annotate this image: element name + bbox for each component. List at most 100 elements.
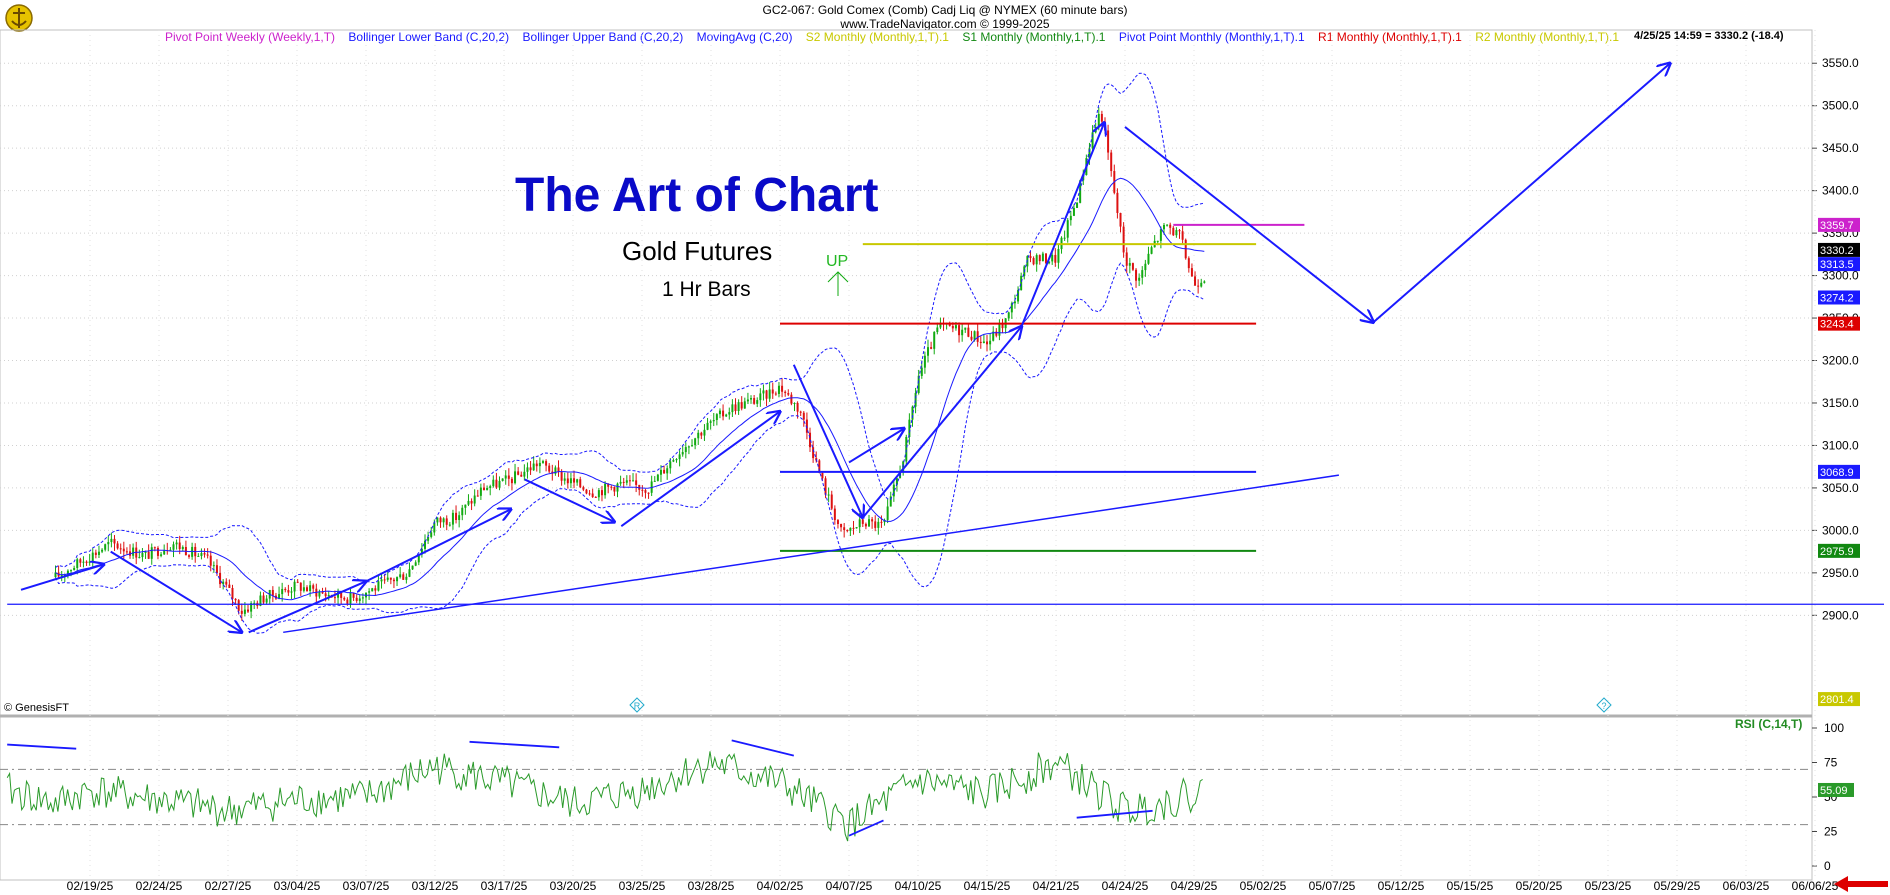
price-bar-body: [964, 327, 967, 330]
signal-label: ?: [1601, 701, 1606, 711]
signal-diamond: [1596, 697, 1612, 713]
price-bar-body: [706, 422, 709, 430]
price-tag-label: 3068.9: [1820, 467, 1854, 479]
rsi-pane: [0, 714, 1813, 881]
price-bar-body: [436, 517, 439, 523]
price-bar-body: [889, 496, 892, 507]
price-bar-body: [582, 487, 585, 490]
price-bar-body: [737, 402, 740, 412]
rsi-tick-label: 75: [1824, 756, 1838, 770]
price-bar-body: [731, 404, 734, 413]
price-bar-body: [995, 331, 998, 336]
price-bar-body: [240, 610, 243, 614]
price-bar-body: [740, 402, 743, 409]
date-tick-label: 04/02/25: [757, 879, 804, 893]
price-bar-body: [1175, 230, 1178, 236]
price-bar-body: [259, 595, 262, 606]
price-bar-body: [793, 403, 796, 405]
price-bar-body: [172, 544, 175, 550]
price-bar-body: [1048, 261, 1051, 264]
price-bar-body: [101, 549, 104, 552]
price-bar-body: [750, 398, 753, 400]
price-bar-body: [1032, 258, 1035, 265]
price-bar-body: [1088, 148, 1091, 159]
bollinger-lower-band: [55, 262, 1205, 634]
price-bar-body: [1190, 268, 1193, 277]
price-bar-body: [417, 554, 420, 563]
price-bar-body: [641, 489, 644, 491]
price-bar-body: [632, 480, 635, 482]
trend-arrow: [365, 509, 511, 583]
price-bar-body: [821, 472, 824, 479]
price-bar-body: [840, 523, 843, 528]
price-bar-body: [219, 572, 222, 585]
price-bar-body: [576, 479, 579, 483]
chart-header-title: GC2-067: Gold Comex (Comb) Cadj Liq @ NY…: [762, 3, 1128, 17]
date-tick-label: 03/07/25: [343, 879, 390, 893]
price-tag-label: 3359.7: [1820, 220, 1854, 232]
scroll-arrow-icon: [1834, 876, 1888, 892]
price-bar-body: [250, 603, 253, 612]
price-tag-label: 2801.4: [1820, 694, 1854, 706]
legend-item: Bollinger Lower Band (C,20,2): [348, 30, 510, 44]
trend-arrow: [1124, 126, 1373, 322]
price-bar-body: [790, 394, 793, 404]
price-bar-body: [933, 332, 936, 349]
legend-item: S1 Monthly (Monthly,1,T).1: [962, 30, 1106, 44]
price-bar-body: [545, 461, 548, 466]
price-bar-body: [262, 595, 265, 603]
price-bar-body: [768, 389, 771, 399]
date-tick-label: 05/29/25: [1654, 879, 1701, 893]
date-tick-label: 06/03/25: [1723, 879, 1770, 893]
price-bar-body: [175, 542, 178, 545]
price-bar-body: [349, 592, 352, 604]
price-bar-body: [1135, 269, 1138, 281]
price-bar-body: [818, 460, 821, 473]
price-bar-body: [535, 463, 538, 467]
price-bar-body: [1178, 230, 1181, 232]
price-bar-body: [566, 478, 569, 484]
price-bar-body: [868, 519, 871, 527]
price-pane: [0, 29, 1813, 716]
price-bar-body: [309, 585, 312, 592]
price-bar-body: [700, 432, 703, 436]
price-bar-body: [812, 447, 815, 459]
price-bar-body: [442, 518, 445, 523]
price-bar-body: [1107, 130, 1110, 153]
price-bar-body: [498, 480, 501, 488]
price-bar-body: [765, 390, 768, 399]
price-tick-label: 3000.0: [1822, 523, 1859, 537]
price-bar-body: [104, 544, 107, 550]
price-bar-body: [855, 527, 858, 529]
price-bar-body: [318, 591, 321, 597]
price-bar-body: [94, 552, 97, 555]
price-bar-body: [1069, 215, 1072, 221]
price-bar-body: [510, 478, 513, 484]
price-bar-body: [619, 481, 622, 484]
price-bar-body: [1038, 255, 1041, 262]
price-bar-body: [638, 484, 641, 490]
price-bar-body: [368, 591, 371, 593]
price-bar-body: [895, 478, 898, 485]
price-bar-body: [178, 542, 181, 550]
price-bar-body: [107, 542, 110, 545]
price-bar-body: [122, 548, 125, 552]
price-bar-body: [327, 594, 330, 597]
price-bar-body: [973, 331, 976, 340]
price-bar-body: [399, 574, 402, 578]
price-bar-body: [560, 471, 563, 481]
price-bar-body: [1166, 224, 1169, 226]
annotation-up: UP: [826, 253, 849, 270]
price-bar-body: [986, 341, 988, 345]
price-bar-body: [1162, 224, 1165, 230]
price-bar-body: [181, 546, 184, 550]
price-bar-body: [156, 547, 159, 556]
price-tag-box: [1818, 543, 1860, 558]
price-bar-body: [237, 600, 240, 611]
trade-navigator-logo: [4, 3, 34, 33]
price-bar-body: [541, 461, 544, 463]
price-bar-body: [756, 400, 759, 404]
price-bar-body: [147, 551, 150, 559]
price-bar-body: [501, 478, 504, 481]
